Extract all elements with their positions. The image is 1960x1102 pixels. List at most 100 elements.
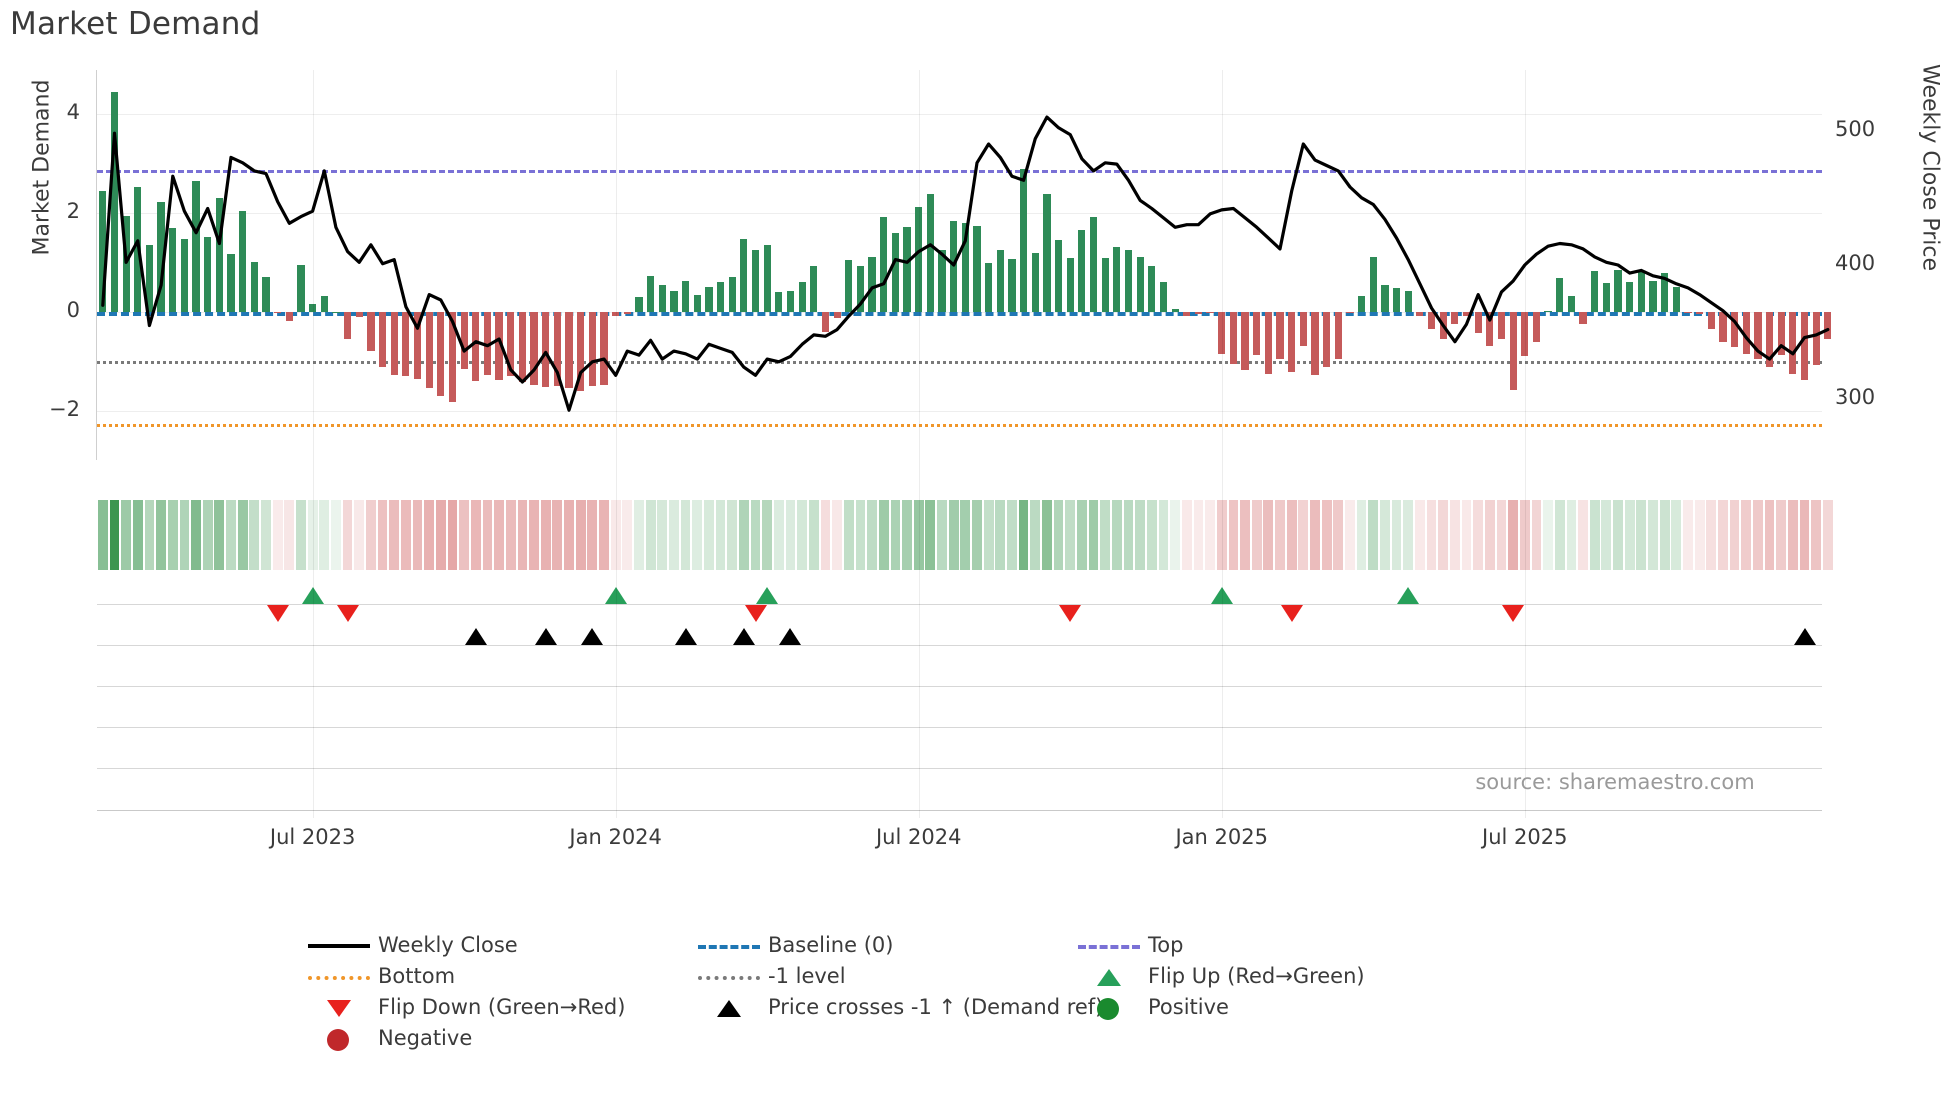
flip-up-marker[interactable]	[1210, 587, 1233, 604]
bar	[1299, 311, 1307, 347]
legend-item-flip-down[interactable]: Flip Down (Green→Red)	[300, 992, 690, 1022]
flip-down-marker[interactable]	[336, 605, 359, 622]
heatmap-cell	[972, 500, 982, 570]
heatmap-cell	[517, 500, 528, 570]
legend-item-minus-one-level[interactable]: -1 level	[690, 961, 1070, 991]
heatmap-cell	[1811, 500, 1822, 570]
bar	[1206, 311, 1214, 313]
price-cross-marker[interactable]	[779, 628, 802, 645]
heatmap-cell	[704, 500, 714, 570]
heatmap-cell	[1368, 500, 1379, 570]
marker-guide-line	[97, 768, 1822, 769]
bar	[343, 311, 352, 340]
heatmap-cell	[167, 500, 178, 570]
bar	[961, 223, 969, 312]
heatmap-cell	[925, 500, 936, 570]
price-cross-marker[interactable]	[464, 628, 487, 645]
bar	[1253, 311, 1261, 356]
flip-up-marker[interactable]	[1397, 587, 1420, 604]
bar	[239, 210, 247, 312]
gridline	[97, 410, 1822, 412]
legend-item-top[interactable]: Top	[1070, 930, 1183, 960]
heatmap-cell	[1356, 500, 1367, 570]
bar	[227, 253, 235, 312]
heatmap-cell	[1170, 500, 1180, 570]
price-cross-marker[interactable]	[674, 628, 697, 645]
legend-label: Flip Up (Red→Green)	[1148, 964, 1365, 988]
bar	[250, 261, 258, 312]
legend-item-baseline[interactable]: Baseline (0)	[690, 930, 1070, 960]
heatmap-cell	[1228, 500, 1239, 570]
heatmap-cell	[202, 500, 213, 570]
flip-down-marker[interactable]	[744, 605, 767, 622]
legend-item-weekly-close[interactable]: Weekly Close	[300, 930, 690, 960]
bar	[880, 217, 888, 312]
bar	[1334, 311, 1342, 359]
bar	[1754, 311, 1762, 359]
heatmap-cell	[599, 500, 609, 570]
y-axis-line	[96, 70, 97, 460]
legend-item-flip-up[interactable]: Flip Up (Red→Green)	[1070, 961, 1365, 991]
line-solid-black-icon	[300, 930, 378, 960]
heatmap-cell	[307, 500, 318, 570]
heatmap-cell	[1554, 500, 1565, 570]
x-tick-gridline	[1221, 70, 1223, 818]
reference-line-bottom	[97, 424, 1822, 428]
bar	[1194, 311, 1203, 315]
bar	[1684, 311, 1692, 313]
heatmap-cell	[1683, 500, 1693, 570]
heatmap-cell	[470, 500, 481, 570]
bar	[437, 311, 445, 396]
legend-item-bottom[interactable]: Bottom	[300, 961, 690, 991]
bar	[1183, 311, 1191, 316]
heatmap-cell	[1181, 500, 1192, 570]
bar	[169, 227, 177, 312]
price-cross-marker[interactable]	[1793, 628, 1816, 645]
legend-label: Weekly Close	[378, 933, 518, 957]
bar	[518, 311, 527, 382]
flip-up-marker[interactable]	[756, 587, 779, 604]
y-tick-left: 4	[66, 100, 80, 125]
heatmap-cell	[389, 500, 400, 570]
flip-up-marker[interactable]	[604, 587, 627, 604]
gridline	[97, 213, 1822, 215]
flip-down-marker[interactable]	[1280, 605, 1303, 622]
bar	[565, 311, 573, 389]
bar	[1486, 311, 1494, 347]
heatmap-cell	[214, 500, 225, 570]
price-cross-marker[interactable]	[732, 628, 755, 645]
heatmap-cell	[109, 500, 120, 570]
price-cross-marker[interactable]	[581, 628, 604, 645]
y-tick-left: −2	[49, 396, 80, 421]
heatmap-cell	[902, 500, 912, 570]
flip-down-marker[interactable]	[1059, 605, 1082, 622]
bar	[775, 292, 783, 312]
price-cross-marker[interactable]	[534, 628, 557, 645]
heatmap-cell	[1578, 500, 1588, 570]
bar	[1462, 311, 1471, 316]
heatmap-cell	[878, 500, 889, 570]
flip-down-marker[interactable]	[266, 605, 289, 622]
bar	[1113, 246, 1121, 312]
bar	[577, 311, 585, 391]
legend-item-negative[interactable]: Negative	[300, 1023, 690, 1053]
heatmap-cell	[1076, 500, 1087, 570]
x-tick-gridline	[918, 70, 920, 818]
line-dashed-purple-icon	[1070, 930, 1148, 960]
heatmap-cell	[1519, 500, 1530, 570]
bar	[810, 266, 818, 312]
heatmap-cell	[669, 500, 679, 570]
legend-item-positive[interactable]: Positive	[1070, 992, 1229, 1022]
bar	[180, 238, 189, 312]
legend-item-price-cross[interactable]: Price crosses -1 ↑ (Demand ref)	[690, 992, 1103, 1022]
bar-series	[97, 70, 1832, 460]
bar	[1777, 311, 1785, 356]
heatmap-cell	[1158, 500, 1169, 570]
heatmap-cell	[424, 500, 435, 570]
heatmap-cell	[447, 500, 458, 570]
flip-down-marker[interactable]	[1502, 605, 1525, 622]
heatmap-cell	[1438, 500, 1449, 570]
legend-row: Weekly Close Baseline (0) Top	[300, 930, 1700, 960]
bar	[845, 260, 853, 312]
flip-up-marker[interactable]	[301, 587, 324, 604]
